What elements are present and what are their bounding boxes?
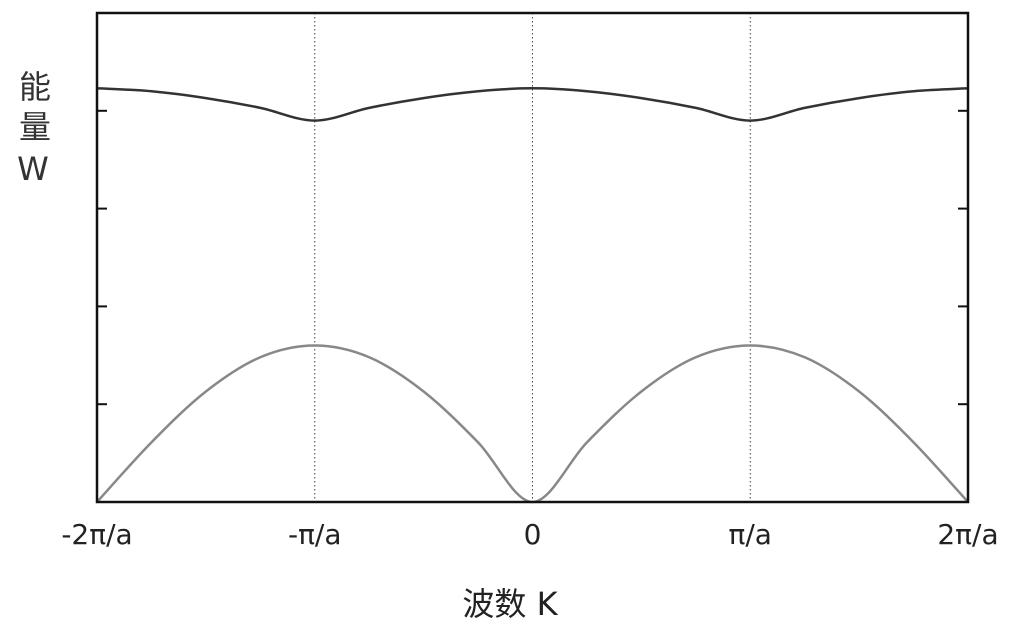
x-axis-label: 波数 K bbox=[462, 585, 558, 623]
x-tick-label: -2π/a bbox=[61, 518, 132, 551]
line bbox=[96, 344, 969, 504]
x-tick-label: -π/a bbox=[288, 518, 342, 551]
plot-frame bbox=[95, 11, 970, 504]
line bbox=[96, 87, 969, 122]
x-tick-label: 0 bbox=[524, 518, 542, 551]
y-axis-label: 能量W bbox=[14, 70, 52, 196]
x-tick-label: 2π/a bbox=[937, 518, 998, 551]
x-tick-label: π/a bbox=[729, 518, 772, 551]
